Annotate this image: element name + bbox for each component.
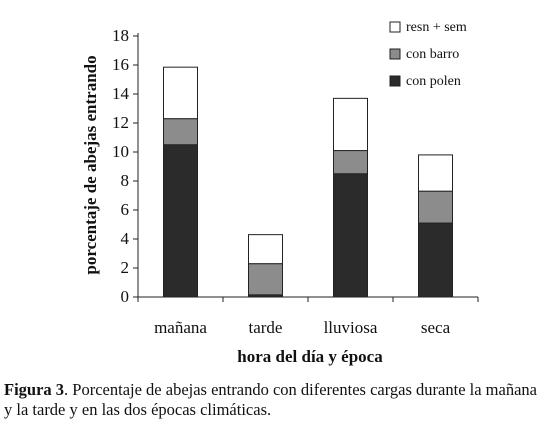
- bar-tarde-resn-sem: [248, 234, 283, 265]
- y-tick-label: 12: [112, 113, 129, 132]
- figure-caption: Figura 3. Porcentaje de abejas entrando …: [4, 380, 549, 420]
- y-axis-title: porcentaje de abejas entrando: [81, 55, 100, 274]
- legend-label-resn-sem: resn + sem: [406, 20, 467, 35]
- bar-seca-con-polen: [418, 222, 453, 298]
- caption-text: . Porcentaje de abejas entrando con dife…: [4, 380, 537, 419]
- y-tick-label: 18: [112, 26, 129, 45]
- y-tick-label: 2: [121, 258, 130, 277]
- legend: resn + sem con barro con polen: [389, 20, 467, 89]
- x-labels-group: mañana tarde lluviosa seca: [137, 297, 479, 337]
- x-category-label: lluviosa: [324, 318, 378, 337]
- y-tick-label: 0: [121, 287, 130, 306]
- legend-label-con-barro: con barro: [406, 47, 459, 62]
- x-category-label: tarde: [249, 318, 283, 337]
- bar-seca-resn-sem: [418, 154, 453, 192]
- x-category-label: mañana: [154, 318, 207, 337]
- legend-swatch-resn-sem: [389, 21, 401, 33]
- legend-swatch-con-barro: [389, 48, 401, 60]
- x-category-label: seca: [421, 318, 451, 337]
- bar-lluviosa-resn-sem: [333, 97, 368, 152]
- bar-manana-con-barro: [163, 118, 198, 146]
- bar-manana-con-polen: [163, 144, 198, 298]
- y-tick-label: 6: [121, 200, 130, 219]
- y-ticks-group: 0 2 4 6 8 10 12 14 16 18: [112, 26, 138, 306]
- y-tick-label: 16: [112, 55, 129, 74]
- bar-manana-resn-sem: [163, 66, 198, 120]
- bar-lluviosa-con-polen: [333, 173, 368, 298]
- stacked-bar-chart: 0 2 4 6 8 10 12 14 16 18 mañana tarde lluviosa seca …: [81, 20, 479, 366]
- y-tick-label: 10: [112, 142, 129, 161]
- x-axis-title: hora del día y época: [237, 347, 383, 366]
- bar-seca-con-barro: [418, 190, 453, 224]
- legend-swatch-con-polen: [389, 75, 401, 87]
- bar-tarde-con-barro: [248, 263, 283, 296]
- y-tick-label: 4: [121, 229, 130, 248]
- legend-label-con-polen: con polen: [406, 74, 461, 89]
- y-tick-label: 8: [121, 171, 130, 190]
- bars-group: [163, 66, 453, 298]
- bar-lluviosa-con-barro: [333, 150, 368, 175]
- y-tick-label: 14: [112, 84, 130, 103]
- figure-number: Figura 3: [4, 380, 65, 399]
